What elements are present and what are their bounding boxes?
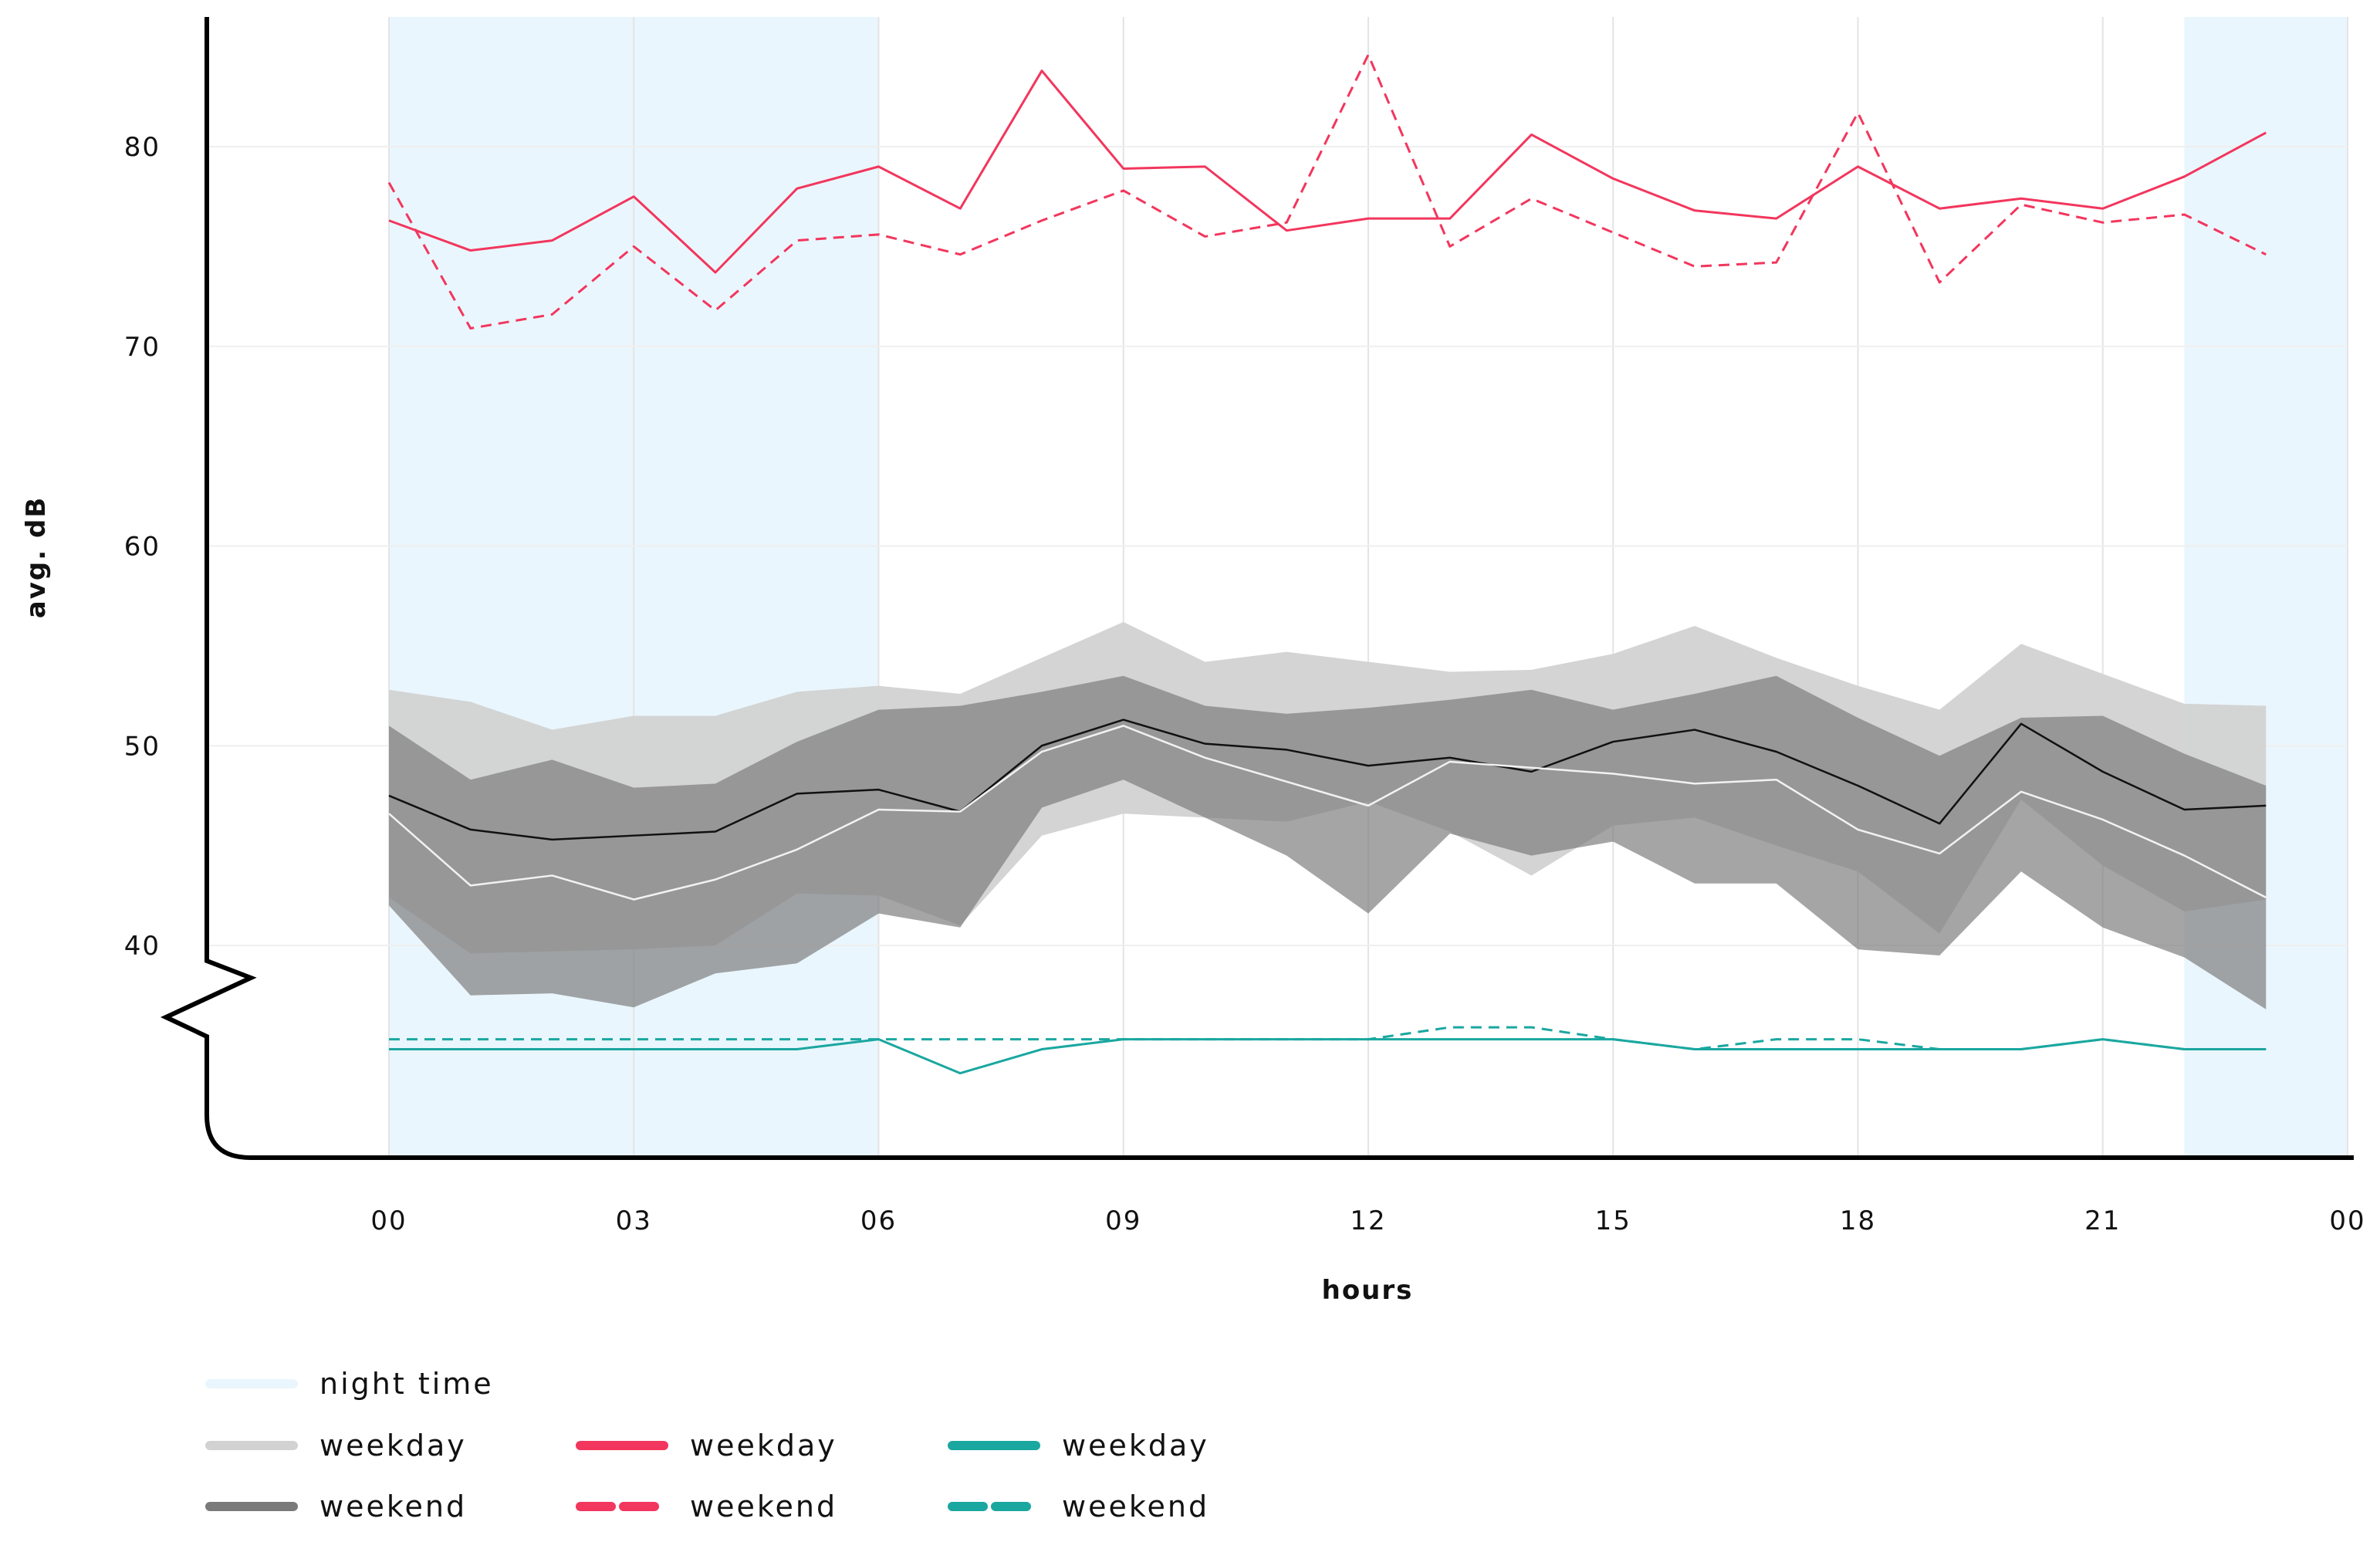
legend-label: weekend xyxy=(1062,1490,1209,1523)
legend-label: weekday xyxy=(319,1429,467,1463)
legend-item-red-solid: weekday xyxy=(576,1429,837,1463)
legend-item-night: night time xyxy=(205,1367,494,1401)
legend-item-gray-dark: weekend xyxy=(205,1490,467,1523)
series-lines xyxy=(387,53,2267,1075)
y-axis-line xyxy=(160,17,257,1160)
legend-label: night time xyxy=(319,1367,494,1401)
legend-label: weekend xyxy=(690,1490,837,1523)
line-red-weekend xyxy=(387,53,2267,330)
y-tick-label: 80 xyxy=(124,132,161,163)
axes xyxy=(160,17,2354,1160)
legend-item-red-dashed: weekend xyxy=(576,1490,837,1523)
x-tick-label: 12 xyxy=(1350,1206,1386,1236)
x-tick-labels: 00 03 06 09 12 15 18 21 00 xyxy=(370,1206,2365,1236)
x-tick-label: 00 xyxy=(2329,1206,2365,1236)
x-axis-title: hours xyxy=(1322,1275,1414,1306)
legend: night time weekday weekend weekday weekend we… xyxy=(205,1367,1209,1523)
y-tick-label: 40 xyxy=(124,931,161,962)
y-tick-labels: 40 50 60 70 80 xyxy=(124,132,161,962)
x-tick-label: 00 xyxy=(370,1206,407,1236)
x-tick-label: 21 xyxy=(2084,1206,2121,1236)
y-tick-label: 50 xyxy=(124,731,161,762)
y-tick-label: 60 xyxy=(124,532,161,563)
legend-item-gray-light: weekday xyxy=(205,1429,467,1463)
y-tick-label: 70 xyxy=(124,332,161,363)
line-teal-weekend xyxy=(389,1026,2267,1051)
legend-label: weekday xyxy=(690,1429,837,1463)
line-gray-weekday-average xyxy=(388,719,2267,841)
line-gray-weekend-average xyxy=(388,725,2267,901)
legend-label: weekday xyxy=(1062,1429,1209,1463)
x-tick-label: 09 xyxy=(1105,1206,1141,1236)
legend-item-teal-solid: weekday xyxy=(948,1429,1209,1463)
x-tick-label: 15 xyxy=(1595,1206,1631,1236)
x-tick-label: 03 xyxy=(616,1206,652,1236)
line-red-weekday xyxy=(388,69,2267,274)
legend-label: weekend xyxy=(319,1490,467,1523)
x-tick-label: 06 xyxy=(860,1206,897,1236)
y-axis-title: avg. dB xyxy=(21,496,52,618)
x-tick-label: 18 xyxy=(1840,1206,1876,1236)
legend-item-teal-dashed: weekend xyxy=(948,1490,1209,1523)
